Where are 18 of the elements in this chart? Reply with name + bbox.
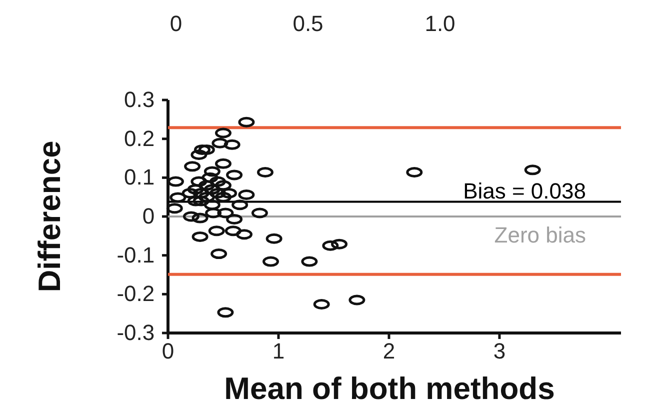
x-tick-label: 2 bbox=[382, 338, 396, 364]
y-tick-label: -0.3 bbox=[116, 320, 155, 346]
text: 1.0 bbox=[424, 11, 456, 36]
y-tick-label: -0.1 bbox=[116, 242, 155, 268]
y-tick-label: 0.3 bbox=[124, 87, 155, 112]
y-tick-label: -0.2 bbox=[116, 281, 155, 306]
x-tick-label: 0 bbox=[162, 338, 174, 364]
x-axis-title: Mean of both methods bbox=[224, 371, 555, 406]
x-tick-label: 1 bbox=[272, 338, 285, 364]
x-tick-label: 3 bbox=[493, 338, 506, 364]
ref-line-label: Zero bias bbox=[494, 222, 586, 248]
y-tick-label: 0.2 bbox=[124, 126, 155, 151]
text: 0.5 bbox=[292, 11, 324, 36]
y-tick-label: 0 bbox=[142, 204, 155, 229]
y-axis-title: Difference bbox=[32, 140, 67, 292]
ref-line-label: Bias = 0.038 bbox=[463, 178, 586, 204]
y-tick-label: 0.1 bbox=[124, 164, 155, 190]
text: 0 bbox=[170, 11, 182, 36]
